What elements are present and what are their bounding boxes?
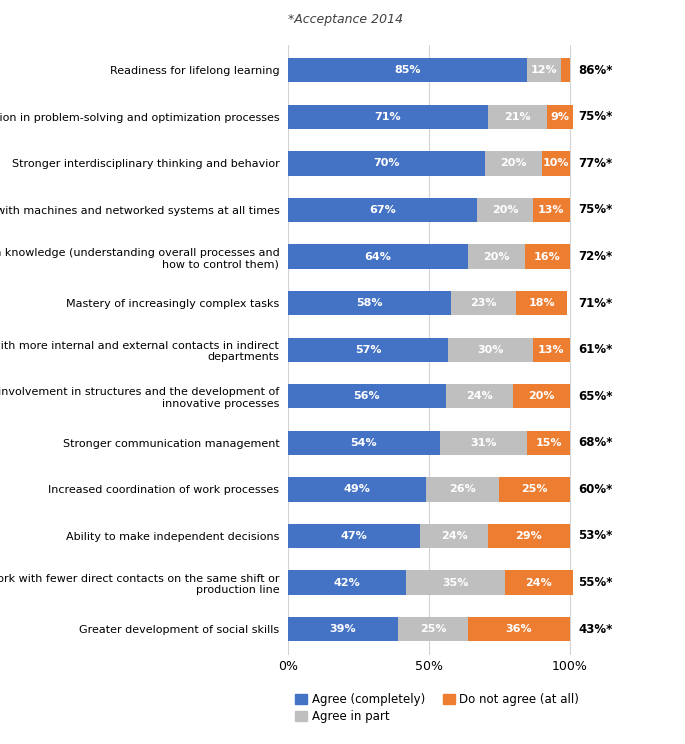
Bar xyxy=(288,291,451,315)
Text: 64%: 64% xyxy=(364,251,391,262)
Bar xyxy=(440,431,527,455)
Bar xyxy=(449,338,533,362)
Text: 65%*: 65%* xyxy=(578,390,612,403)
Text: 18%: 18% xyxy=(528,298,555,308)
Bar xyxy=(513,384,570,408)
Bar xyxy=(527,58,561,83)
Bar xyxy=(547,105,573,129)
Text: 54%: 54% xyxy=(351,437,377,448)
Bar xyxy=(421,524,488,548)
Bar xyxy=(288,198,477,222)
Text: 15%: 15% xyxy=(536,437,562,448)
Text: 31%: 31% xyxy=(471,437,497,448)
Bar xyxy=(288,245,469,269)
Text: *Acceptance 2014: *Acceptance 2014 xyxy=(288,13,403,26)
Bar xyxy=(477,198,533,222)
Text: 26%: 26% xyxy=(449,484,476,495)
Text: 72%*: 72%* xyxy=(578,250,612,263)
Bar xyxy=(288,478,426,501)
Bar xyxy=(398,617,469,641)
Text: 12%: 12% xyxy=(531,65,558,75)
Bar xyxy=(485,151,542,176)
Bar xyxy=(516,291,567,315)
Bar xyxy=(288,617,398,641)
Text: 49%: 49% xyxy=(343,484,370,495)
Text: 67%: 67% xyxy=(369,205,395,215)
Legend: Agree (completely), Agree in part, Do not agree (at all): Agree (completely), Agree in part, Do no… xyxy=(290,688,584,728)
Text: 29%: 29% xyxy=(516,531,543,541)
Bar xyxy=(533,338,570,362)
Bar xyxy=(288,338,449,362)
Text: 16%: 16% xyxy=(534,251,560,262)
Text: 75%*: 75%* xyxy=(578,110,612,124)
Text: 13%: 13% xyxy=(538,344,564,355)
Text: 61%*: 61%* xyxy=(578,343,612,356)
Bar xyxy=(288,431,440,455)
Bar xyxy=(505,571,573,594)
Text: 25%: 25% xyxy=(420,624,446,634)
Text: 25%: 25% xyxy=(521,484,548,495)
Text: 70%: 70% xyxy=(373,158,399,168)
Bar xyxy=(426,478,499,501)
Text: 43%*: 43%* xyxy=(578,623,612,635)
Text: 36%: 36% xyxy=(506,624,532,634)
Text: 9%: 9% xyxy=(550,112,569,122)
Text: 85%: 85% xyxy=(395,65,421,75)
Bar xyxy=(542,151,570,176)
Text: 56%: 56% xyxy=(353,391,380,401)
Text: 60%*: 60%* xyxy=(578,483,612,496)
Text: 68%*: 68%* xyxy=(578,436,612,449)
Bar xyxy=(499,478,570,501)
Text: 86%*: 86%* xyxy=(578,64,612,77)
Text: 71%: 71% xyxy=(375,112,401,122)
Text: 55%*: 55%* xyxy=(578,576,612,589)
Text: 24%: 24% xyxy=(466,391,493,401)
Bar xyxy=(288,384,446,408)
Text: 20%: 20% xyxy=(500,158,527,168)
Bar xyxy=(488,524,570,548)
Bar xyxy=(488,105,547,129)
Bar xyxy=(469,617,570,641)
Bar xyxy=(288,524,421,548)
Bar xyxy=(406,571,505,594)
Text: 39%: 39% xyxy=(329,624,356,634)
Bar xyxy=(451,291,516,315)
Text: 21%: 21% xyxy=(504,112,531,122)
Text: 20%: 20% xyxy=(528,391,555,401)
Bar xyxy=(533,198,570,222)
Bar xyxy=(446,384,513,408)
Bar xyxy=(288,151,485,176)
Text: 77%*: 77%* xyxy=(578,157,612,170)
Text: 24%: 24% xyxy=(525,577,552,588)
Text: 10%: 10% xyxy=(543,158,569,168)
Text: 13%: 13% xyxy=(538,205,564,215)
Text: 24%: 24% xyxy=(440,531,467,541)
Text: 53%*: 53%* xyxy=(578,530,612,542)
Text: 71%*: 71%* xyxy=(578,297,612,310)
Bar xyxy=(527,431,570,455)
Text: 75%*: 75%* xyxy=(578,203,612,217)
Text: 47%: 47% xyxy=(340,531,367,541)
Bar xyxy=(561,58,570,83)
Text: 20%: 20% xyxy=(483,251,510,262)
Bar xyxy=(288,571,406,594)
Text: 23%: 23% xyxy=(471,298,497,308)
Bar xyxy=(469,245,525,269)
Bar xyxy=(288,58,527,83)
Text: 35%: 35% xyxy=(443,577,469,588)
Bar xyxy=(288,105,488,129)
Text: 20%: 20% xyxy=(492,205,518,215)
Text: 58%: 58% xyxy=(356,298,383,308)
Text: 30%: 30% xyxy=(477,344,504,355)
Bar xyxy=(525,245,570,269)
Text: 42%: 42% xyxy=(334,577,360,588)
Text: 57%: 57% xyxy=(355,344,382,355)
